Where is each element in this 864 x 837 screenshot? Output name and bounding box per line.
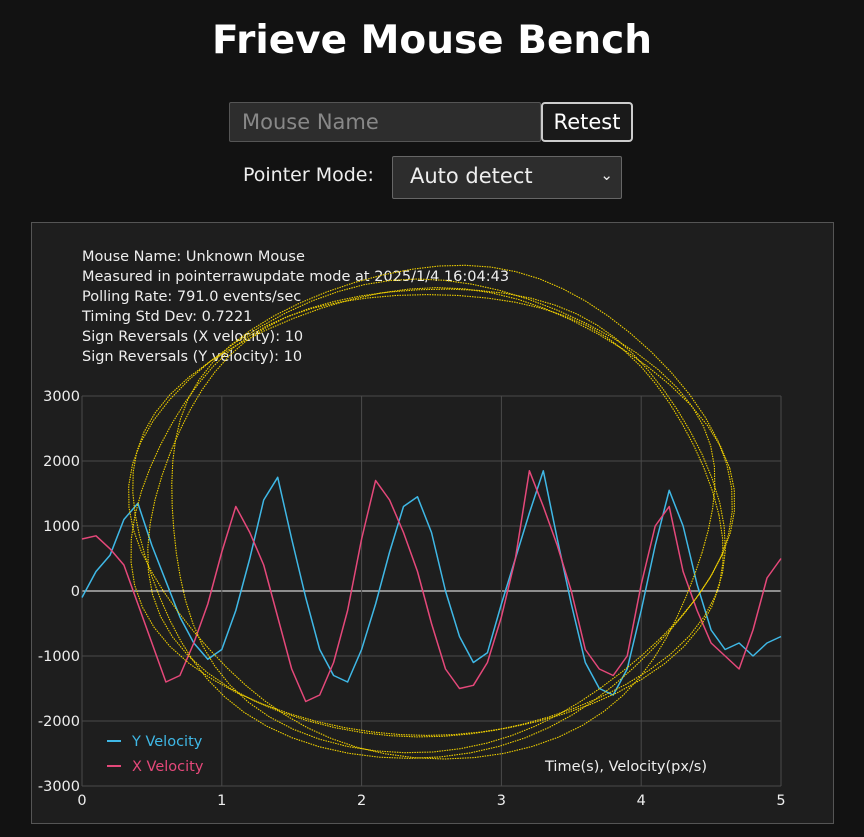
- chart-panel: Mouse Name: Unknown Mouse Measured in po…: [31, 222, 834, 824]
- info-polling-rate: Polling Rate: 791.0 events/sec: [82, 289, 301, 305]
- y-tick-label: -3000: [38, 779, 80, 795]
- x-tick-label: 4: [637, 793, 646, 809]
- legend: Y Velocity X Velocity: [107, 734, 204, 775]
- legend-y-velocity: Y Velocity: [131, 734, 203, 750]
- x-axis-label: Time(s), Velocity(px/s): [544, 759, 707, 775]
- pointer-mode-select[interactable]: Auto detect ⌄: [392, 156, 622, 199]
- page-title: Frieve Mouse Bench: [211, 18, 653, 63]
- trace-loop: [132, 287, 735, 759]
- chevron-down-icon: ⌄: [600, 166, 613, 184]
- x-velocity-line: [81, 470, 782, 703]
- y-tick-label: -1000: [38, 649, 80, 665]
- pointer-mode-label: Pointer Mode:: [243, 164, 374, 186]
- trace-loop: [171, 264, 733, 754]
- pointer-mode-value: Auto detect: [410, 164, 533, 188]
- x-tick-label: 3: [497, 793, 506, 809]
- trace-loop: [128, 278, 716, 760]
- mouse-trace-overlay: [128, 264, 735, 760]
- info-sign-reversals-y: Sign Reversals (Y velocity): 10: [82, 349, 302, 365]
- series-lines: [81, 470, 782, 703]
- retest-button[interactable]: Retest: [541, 102, 633, 142]
- y-tick-label: 3000: [43, 389, 80, 405]
- y-velocity-line: [81, 470, 782, 696]
- info-measured: Measured in pointerrawupdate mode at 202…: [82, 269, 509, 285]
- info-timing-std-dev: Timing Std Dev: 0.7221: [81, 309, 252, 325]
- y-tick-label: 2000: [43, 454, 80, 470]
- x-tick-label: 2: [357, 793, 366, 809]
- x-tick-label: 1: [217, 793, 226, 809]
- info-mouse-name: Mouse Name: Unknown Mouse: [82, 249, 305, 265]
- velocity-chart[interactable]: Mouse Name: Unknown Mouse Measured in po…: [32, 223, 833, 823]
- info-text: Mouse Name: Unknown Mouse Measured in po…: [81, 249, 509, 365]
- chart-grid: [81, 395, 782, 787]
- y-tick-label: -2000: [38, 714, 80, 730]
- y-tick-label: 0: [71, 584, 80, 600]
- x-tick-label: 5: [776, 793, 785, 809]
- x-tick-label: 0: [77, 793, 86, 809]
- legend-x-velocity: X Velocity: [132, 759, 204, 775]
- y-tick-label: 1000: [43, 519, 80, 535]
- mouse-name-input[interactable]: [229, 102, 541, 142]
- info-sign-reversals-x: Sign Reversals (X velocity): 10: [82, 329, 303, 345]
